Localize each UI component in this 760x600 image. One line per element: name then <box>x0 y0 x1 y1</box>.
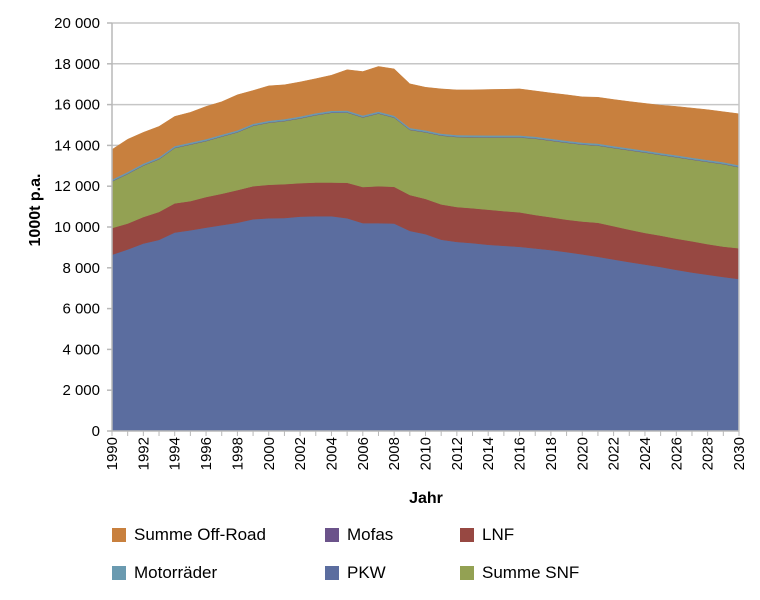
y-tick-label: 14 000 <box>54 137 100 154</box>
x-tick-label: 1990 <box>104 437 121 470</box>
y-tick-labels: 0 2 000 4 000 6 000 8 000 10 000 12 000 14 000 1… <box>54 15 100 440</box>
x-tick-label: 2026 <box>668 437 685 470</box>
x-tick-label: 2020 <box>574 437 591 470</box>
x-tick-label: 2016 <box>512 437 529 470</box>
x-tick-label: 2014 <box>480 437 497 470</box>
x-tick-label: 2028 <box>700 437 717 470</box>
y-tick-label: 12 000 <box>54 178 100 195</box>
x-tick-label: 2010 <box>418 437 435 470</box>
y-tick-label: 2 000 <box>62 382 100 399</box>
x-tick-label: 2006 <box>355 437 372 470</box>
x-tick-label: 1992 <box>135 437 152 470</box>
y-tick-label: 6 000 <box>62 301 100 318</box>
x-tick-label: 2002 <box>292 437 309 470</box>
y-tick-label: 0 <box>92 423 100 440</box>
y-tick-label: 16 000 <box>54 97 100 114</box>
x-tick-label: 2024 <box>637 437 654 470</box>
x-tick-label: 2030 <box>731 437 748 470</box>
x-tick-label: 1996 <box>198 437 215 470</box>
y-tick-label: 20 000 <box>54 15 100 32</box>
y-tick-label: 8 000 <box>62 260 100 277</box>
x-tick-label: 2008 <box>386 437 403 470</box>
x-tick-label: 1994 <box>167 437 184 470</box>
y-tick-label: 18 000 <box>54 56 100 73</box>
area-series <box>111 66 740 432</box>
axes <box>107 22 740 436</box>
x-tick-labels: 1990 1992 1994 1996 1998 2000 2002 2004 2006 2008… <box>104 437 748 470</box>
x-tick-label: 2022 <box>606 437 623 470</box>
y-axis-title: 1000t p.a. <box>27 174 44 247</box>
y-tick-label: 10 000 <box>54 219 100 236</box>
x-tick-label: 2000 <box>261 437 278 470</box>
y-tick-label: 4 000 <box>62 341 100 358</box>
x-tick-label: 2018 <box>543 437 560 470</box>
x-axis-title: Jahr <box>409 490 443 507</box>
x-tick-label: 1998 <box>229 437 246 470</box>
x-tick-label: 2004 <box>323 437 340 470</box>
x-tick-label: 2012 <box>449 437 466 470</box>
